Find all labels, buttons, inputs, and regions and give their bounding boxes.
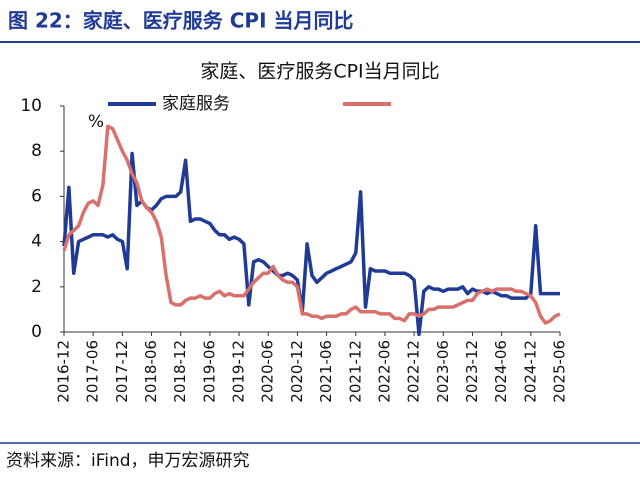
y-tick-label: 0: [31, 322, 42, 342]
chart-title: 家庭、医疗服务CPI当月同比: [200, 61, 439, 83]
y-tick-label: 8: [31, 141, 42, 161]
x-tick-label: 2017-06: [84, 340, 102, 403]
x-tick-label: 2021-06: [317, 340, 335, 403]
series-line: [62, 151, 560, 337]
x-tick-label: 2020-06: [259, 340, 277, 403]
series-line: [62, 124, 561, 325]
x-tick-label: 2020-12: [288, 340, 306, 403]
y-tick-label: 4: [31, 232, 42, 252]
x-tick-label: 2016-12: [55, 340, 73, 403]
x-tick-label: 2021-12: [346, 340, 364, 403]
y-tick-label: 2: [31, 277, 42, 297]
x-tick-label: 2018-06: [142, 340, 160, 403]
x-tick-label: 2022-06: [375, 340, 393, 403]
x-tick-label: 2022-12: [405, 340, 423, 403]
legend-label: 家庭服务: [162, 94, 230, 114]
x-tick-label: 2024-12: [521, 340, 539, 403]
x-tick-label: 2019-06: [200, 340, 218, 403]
x-tick-label: 2018-12: [171, 340, 189, 403]
source-note: 资料来源：iFind，申万宏源研究: [6, 451, 250, 471]
x-tick-label: 2024-06: [492, 340, 510, 403]
x-tick-label: 2019-12: [230, 340, 248, 403]
y-tick-label: 10: [20, 96, 42, 116]
x-tick-label: 2025-06: [551, 340, 569, 403]
x-tick-label: 2023-12: [463, 340, 481, 403]
y-unit: %: [88, 112, 104, 132]
y-tick-label: 6: [31, 186, 42, 206]
x-tick-label: 2017-12: [113, 340, 131, 403]
figure-title: 图 22：家庭、医疗服务 CPI 当月同比: [8, 9, 354, 33]
x-tick-label: 2023-06: [434, 340, 452, 403]
